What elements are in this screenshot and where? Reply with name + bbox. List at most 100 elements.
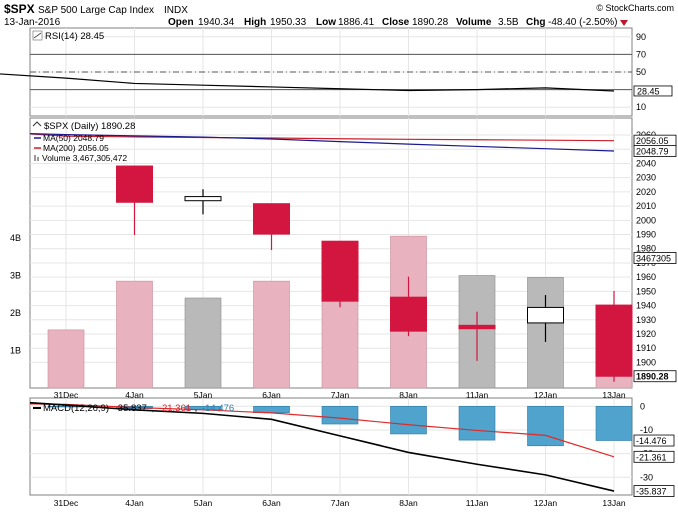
macd-panel	[29, 397, 633, 496]
candle-body	[527, 306, 564, 324]
price-tick-label: 2040	[636, 158, 656, 168]
x-axis-label: 12Jan	[534, 390, 557, 400]
x-axis-label: 11Jan	[466, 390, 489, 400]
candle-body	[253, 203, 290, 235]
volume-bar	[116, 280, 153, 389]
macd-histogram-bar	[595, 405, 633, 441]
x-axis-label: 7Jan	[331, 390, 350, 400]
rsi-last-value: 28.45	[637, 86, 660, 96]
macd-tick-label: -30	[640, 472, 653, 482]
volume-bar	[253, 280, 290, 389]
svg-text:MACD(12,26,9) -35.837: MACD(12,26,9) -35.837 , -21.361 , -14.47…	[43, 403, 234, 414]
volume-label: Volume	[456, 17, 492, 28]
chart-header: $SPX S&P 500 Large Cap Index INDX © Stoc…	[4, 2, 674, 28]
index-name: S&P 500 Large Cap Index	[38, 5, 154, 16]
macd-legend-title: MACD(12,26,9)	[43, 403, 109, 414]
macd-last-value: -35.837	[636, 487, 667, 497]
x-axis-label: 4Jan	[125, 390, 144, 400]
rsi-tick-label: 90	[636, 32, 646, 42]
volume-legend-label: Volume 3,467,305,472	[42, 153, 127, 163]
x-axis-label: 11Jan	[466, 498, 489, 508]
price-tick-label: 1910	[636, 343, 656, 353]
price-tick-label: 1990	[636, 230, 656, 240]
candle	[390, 276, 427, 337]
price-tick-label: 2010	[636, 201, 656, 211]
symbol: $SPX	[4, 2, 35, 16]
close-label: Close	[382, 17, 410, 28]
x-axis-label: 6Jan	[262, 390, 281, 400]
x-axis-label: 13Jan	[602, 498, 625, 508]
x-axis-label: 31Dec	[54, 390, 79, 400]
price-legend: $SPX (Daily) 1890.28 MA(50) 2048.79 MA(2…	[32, 121, 135, 163]
macd-legend: MACD(12,26,9) -35.837 , -21.361 , -14.47…	[33, 403, 234, 414]
price-legend-label: $SPX (Daily) 1890.28	[44, 121, 135, 132]
rsi-legend: RSI(14) 28.45	[32, 30, 104, 42]
price-last-box	[633, 145, 677, 157]
copyright: © StockCharts.com	[596, 3, 674, 13]
candle	[595, 290, 633, 382]
ma200-legend-label: MA(200) 2056.05	[43, 143, 109, 153]
close-value: 1890.28	[412, 17, 449, 28]
macd-signal-line	[29, 403, 615, 458]
candle	[458, 311, 496, 361]
price-tick-label: 1940	[636, 301, 656, 311]
volume-bar	[47, 329, 85, 389]
volume-value: 3.5B	[498, 17, 519, 28]
candle-body	[390, 296, 427, 332]
macd-last-box	[633, 485, 675, 497]
rsi-tick-label: 70	[636, 49, 646, 59]
price-tick-label: 1980	[636, 244, 656, 254]
price-tick-label: 2020	[636, 187, 656, 197]
macd-last-value: -21.361	[636, 452, 667, 462]
x-axis-label: 12Jan	[534, 498, 557, 508]
macd-histogram-bar	[458, 405, 496, 441]
macd-legend-hist: -14.476	[202, 403, 234, 414]
high-value: 1950.33	[270, 17, 307, 28]
macd-histogram-bar	[390, 405, 427, 435]
down-arrow-icon	[620, 20, 628, 26]
ma200-line	[29, 133, 615, 142]
chg-value: -48.40 (-2.50%)	[548, 17, 617, 28]
open-value: 1940.34	[198, 17, 235, 28]
candle	[253, 203, 290, 251]
price-last-box	[633, 370, 677, 383]
macd-legend-macd: -35.837	[115, 403, 147, 414]
price-tick-label: 2030	[636, 173, 656, 183]
x-axis-label: 8Jan	[399, 498, 418, 508]
candle-body	[595, 304, 633, 377]
price-last-value: 3467305	[636, 253, 671, 263]
volume-tick-label: 4B	[10, 233, 21, 243]
price-tick-label: 1900	[636, 357, 656, 367]
ma50-legend-label: MA(50) 2048.79	[43, 133, 104, 143]
chg-label: Chg	[526, 17, 545, 28]
open-label: Open	[168, 17, 194, 28]
macd-last-box	[633, 434, 675, 447]
macd-histogram-bar	[321, 405, 359, 425]
low-value: 1886.41	[338, 17, 375, 28]
rsi-last-box	[633, 85, 673, 97]
macd-last-box	[633, 450, 675, 463]
candle-body	[184, 196, 222, 202]
volume-tick-label: 1B	[10, 346, 21, 356]
macd-tick-label: -10	[640, 425, 653, 435]
candle	[184, 189, 222, 215]
price-tick-label: 2000	[636, 215, 656, 225]
high-label: High	[244, 17, 266, 28]
candle	[116, 165, 153, 235]
macd-legend-signal: -21.361	[159, 403, 191, 414]
price-last-value: 1890.28	[636, 372, 669, 382]
x-axis-label: 4Jan	[125, 498, 144, 508]
macd-last-value: -14.476	[636, 436, 667, 446]
x-axis-label: 31Dec	[54, 498, 79, 508]
rsi-tick-label: 50	[636, 67, 646, 77]
quote-date: 13-Jan-2016	[4, 17, 61, 28]
candle	[527, 295, 564, 342]
exchange: INDX	[164, 5, 188, 16]
price-last-box	[633, 252, 677, 264]
candle-body	[321, 240, 359, 302]
volume-tick-label: 2B	[10, 308, 21, 318]
price-last-value: 2056.05	[636, 136, 669, 146]
rsi-legend-label: RSI(14) 28.45	[45, 31, 104, 42]
candle-body	[458, 324, 496, 330]
